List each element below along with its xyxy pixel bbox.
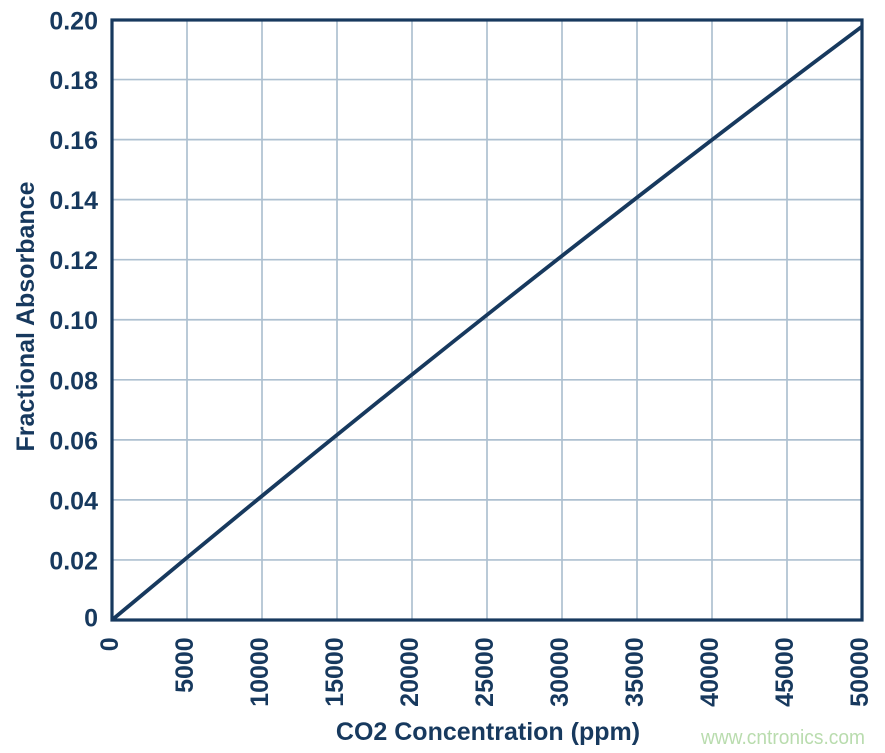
svg-text:50000: 50000 <box>846 637 874 707</box>
svg-text:0.12: 0.12 <box>49 247 98 275</box>
svg-text:www.cntronics.com: www.cntronics.com <box>700 726 865 749</box>
svg-text:45000: 45000 <box>771 637 799 707</box>
svg-text:0.16: 0.16 <box>49 127 98 155</box>
svg-text:0.20: 0.20 <box>49 8 98 36</box>
svg-text:0.10: 0.10 <box>49 307 98 335</box>
svg-text:CO2 Concentration (ppm): CO2 Concentration (ppm) <box>336 718 640 746</box>
svg-text:5000: 5000 <box>171 637 199 693</box>
svg-text:10000: 10000 <box>246 637 274 707</box>
svg-text:0: 0 <box>96 637 124 651</box>
svg-text:25000: 25000 <box>471 637 499 707</box>
svg-text:20000: 20000 <box>396 637 424 707</box>
svg-text:40000: 40000 <box>696 637 724 707</box>
svg-text:15000: 15000 <box>321 637 349 707</box>
svg-text:0: 0 <box>84 605 98 633</box>
svg-text:0.04: 0.04 <box>49 487 98 515</box>
svg-text:0.02: 0.02 <box>49 547 98 575</box>
svg-text:0.08: 0.08 <box>49 367 98 395</box>
svg-text:35000: 35000 <box>621 637 649 707</box>
svg-text:0.14: 0.14 <box>49 187 98 215</box>
svg-text:0.06: 0.06 <box>49 427 98 455</box>
svg-text:30000: 30000 <box>546 637 574 707</box>
svg-text:0.18: 0.18 <box>49 67 98 95</box>
svg-text:Fractional Absorbance: Fractional Absorbance <box>12 181 40 451</box>
